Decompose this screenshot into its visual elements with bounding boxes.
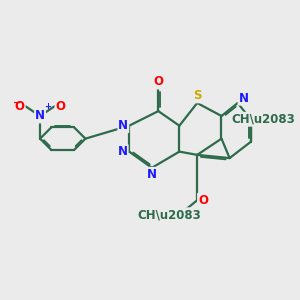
Text: −: − <box>13 98 21 108</box>
Text: +: + <box>44 102 51 111</box>
Text: O: O <box>153 76 163 88</box>
Text: N: N <box>238 92 248 105</box>
Text: CH\u2083: CH\u2083 <box>138 208 202 221</box>
Text: S: S <box>193 89 201 102</box>
Text: CH\u2083: CH\u2083 <box>231 113 295 126</box>
Text: O: O <box>56 100 65 113</box>
Text: N: N <box>118 119 128 132</box>
Text: N: N <box>147 168 157 181</box>
Text: O: O <box>15 100 25 113</box>
Text: N: N <box>118 145 128 158</box>
Text: O: O <box>198 194 208 207</box>
Text: N: N <box>35 110 45 122</box>
